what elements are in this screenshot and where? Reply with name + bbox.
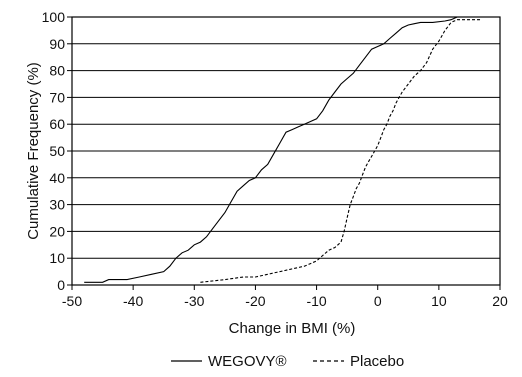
y-tick-label-40: 40 (49, 170, 65, 186)
x-axis-label: Change in BMI (%) (229, 320, 356, 337)
y-tick-label-100: 100 (42, 9, 66, 25)
y-tick-label-0: 0 (57, 277, 65, 293)
y-tick-label-80: 80 (49, 63, 65, 79)
y-tick-label-60: 60 (49, 116, 65, 132)
y-tick-label-20: 20 (49, 223, 65, 239)
legend-label-wegovy: WEGOVY® (208, 353, 287, 370)
series-line-placebo (200, 19, 482, 283)
y-tick-label-30: 30 (49, 197, 65, 213)
gridlines (72, 16, 500, 286)
series-line-wegovy (84, 16, 458, 283)
x-tick-label--20: -20 (245, 293, 265, 309)
x-tick-label--50: -50 (62, 293, 82, 309)
legend-label-placebo: Placebo (350, 353, 404, 370)
y-axis-label: Cumulative Frequency (%) (25, 62, 42, 240)
x-tick-label--40: -40 (123, 293, 143, 309)
x-tick-label--30: -30 (184, 293, 204, 309)
x-tick-label--10: -10 (306, 293, 326, 309)
y-tick-label-70: 70 (49, 89, 65, 105)
x-axis-ticks: -50 -40 -30 -20 -10 0 10 20 (62, 285, 508, 309)
y-tick-label-90: 90 (49, 36, 65, 52)
y-tick-label-10: 10 (49, 250, 65, 266)
x-tick-label-10: 10 (431, 293, 447, 309)
x-tick-label-0: 0 (374, 293, 382, 309)
x-tick-label-20: 20 (492, 293, 508, 309)
series-lines (84, 16, 482, 283)
y-axis-ticks: 0 10 20 30 40 50 60 70 80 90 100 (42, 9, 72, 293)
legend: WEGOVY® Placebo (171, 353, 404, 370)
y-tick-label-50: 50 (49, 143, 65, 159)
